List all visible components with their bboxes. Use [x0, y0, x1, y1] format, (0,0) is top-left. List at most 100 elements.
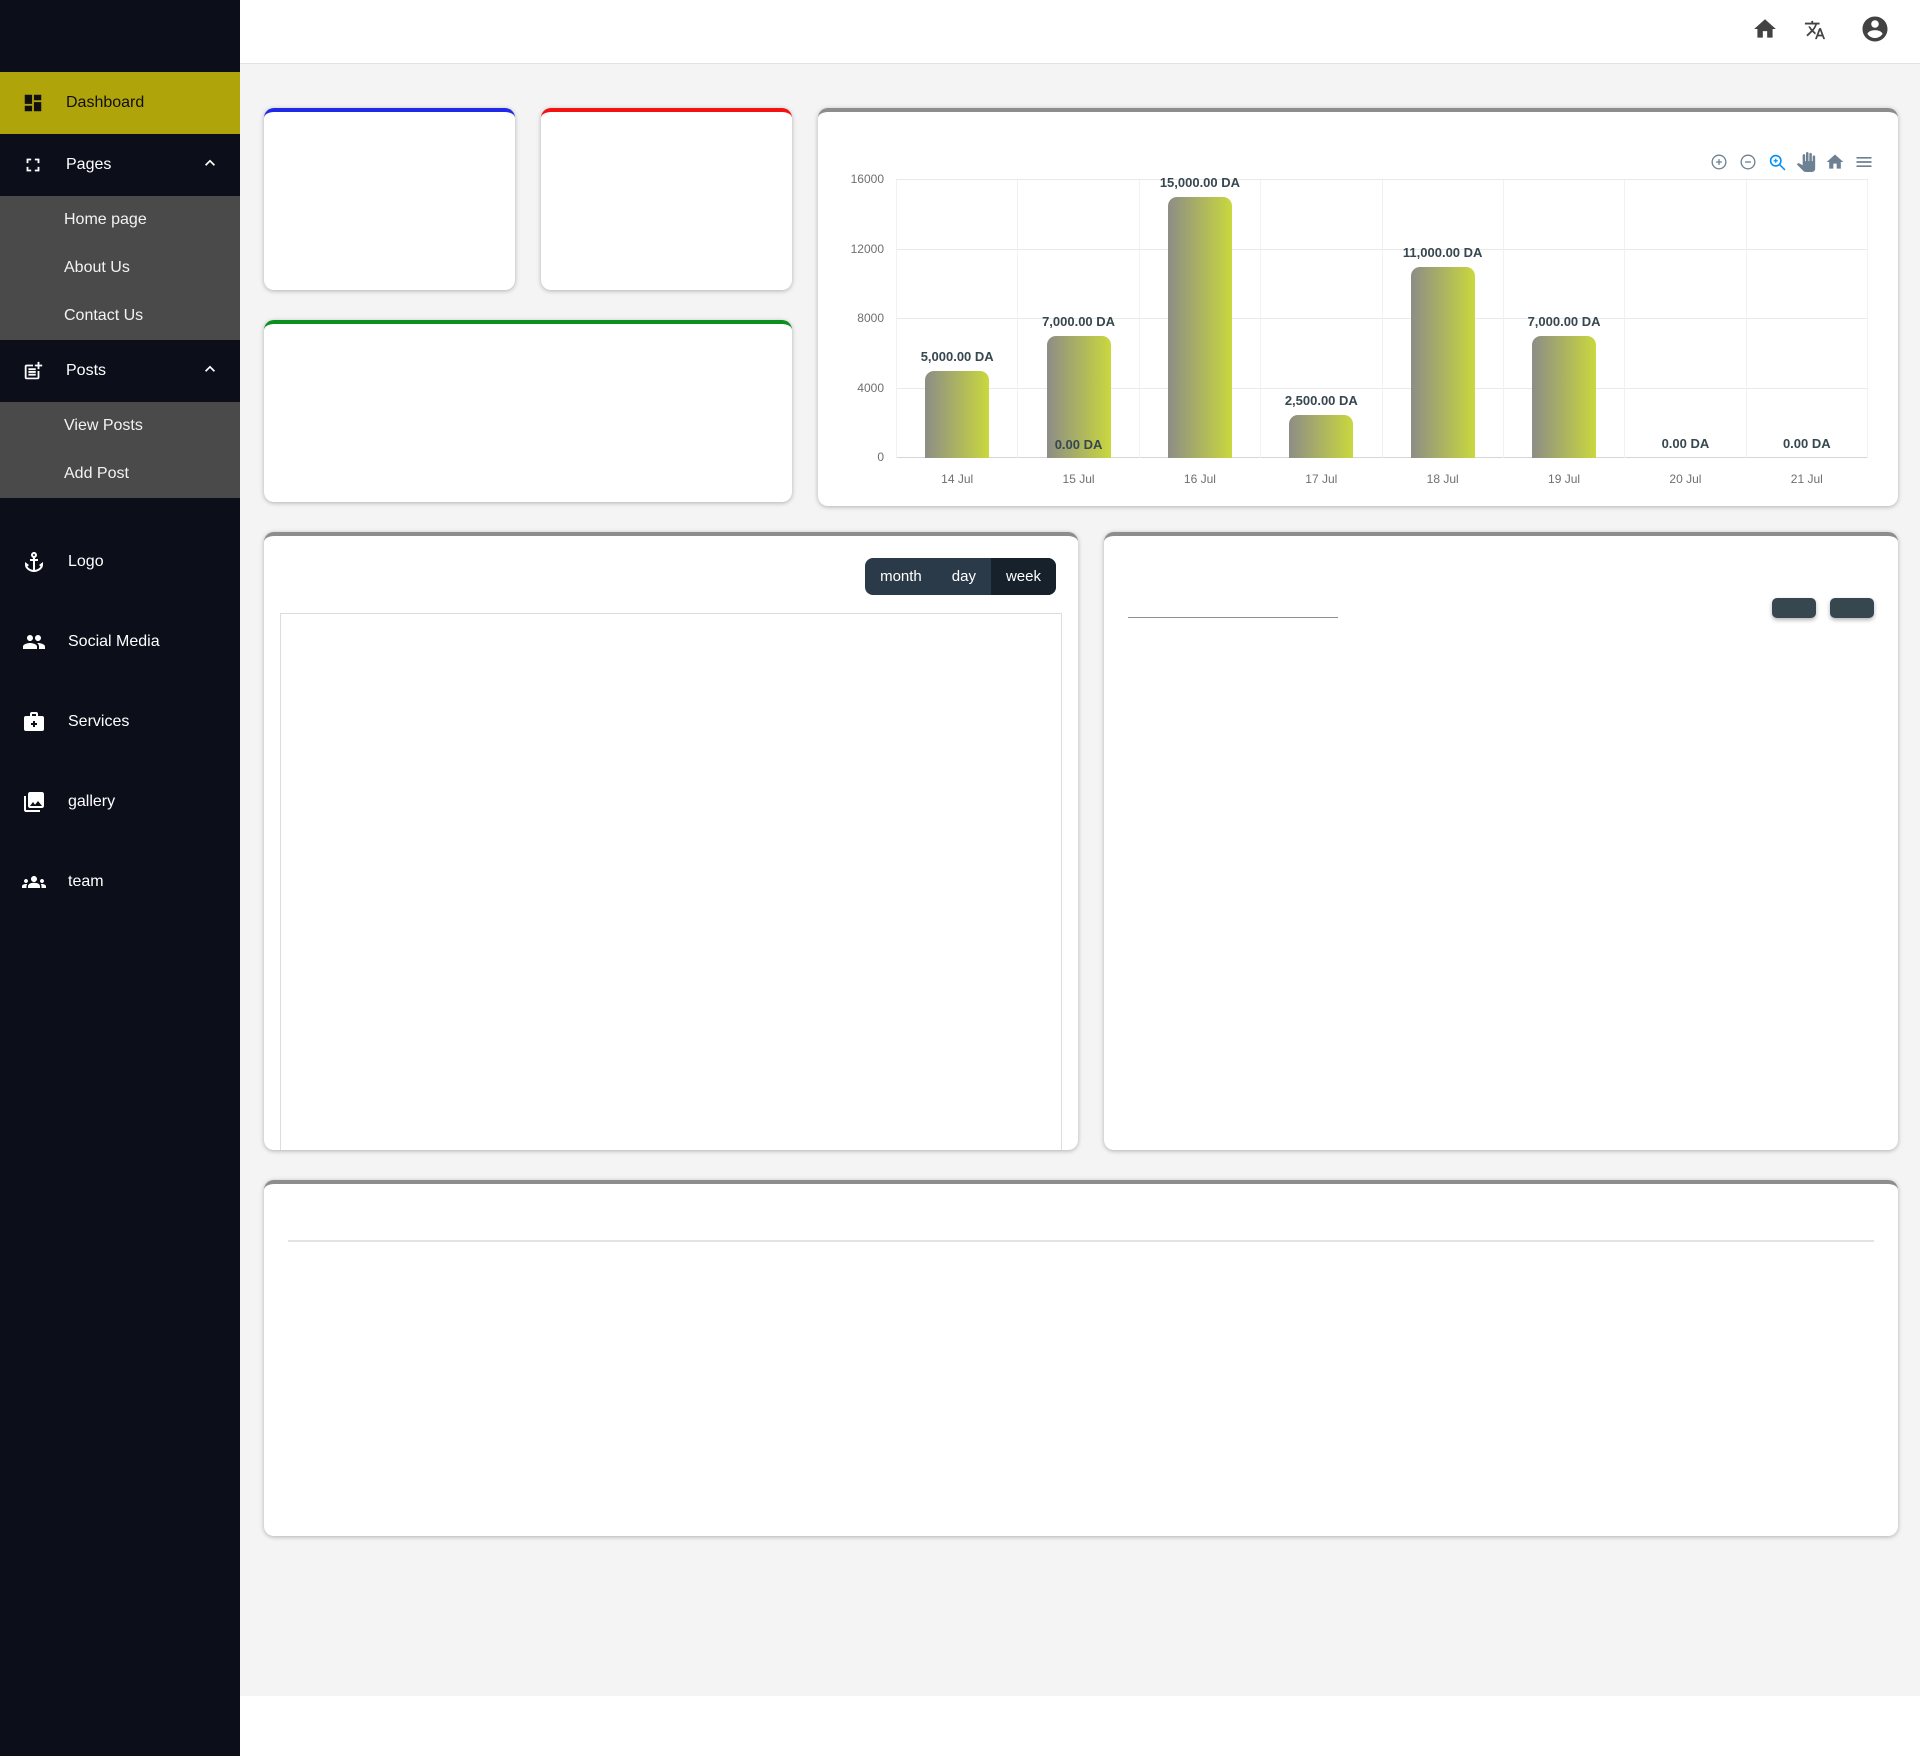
- home-icon[interactable]: [1825, 152, 1845, 172]
- calendar-view-day-button[interactable]: day: [937, 558, 991, 595]
- appointments-stat-card: [541, 108, 792, 290]
- chart-bar[interactable]: [1410, 266, 1475, 458]
- sidebar-item-dashboard[interactable]: Dashboard: [0, 72, 240, 134]
- x-axis-tick-label: 18 Jul: [1426, 472, 1459, 486]
- topbar: [240, 0, 1920, 64]
- selection-zoom-glyph: [1769, 154, 1786, 171]
- appointments-buttons: [1772, 598, 1874, 618]
- contacts-stat-card: [264, 108, 515, 290]
- calendar-view-month-button[interactable]: month: [865, 558, 937, 595]
- sidebar-item-posts[interactable]: Posts: [0, 340, 240, 402]
- home-icon-glyph: [1754, 19, 1776, 38]
- stat-cards: [264, 108, 792, 290]
- chart-bar[interactable]: [1046, 336, 1111, 458]
- calendar-view-week-button[interactable]: week: [990, 558, 1056, 595]
- daily-amount-card: [264, 320, 792, 502]
- team-icon: [22, 876, 46, 888]
- y-axis-tick-label: 8000: [857, 311, 884, 325]
- y-axis-tick-label: 0: [877, 450, 884, 464]
- account-icon[interactable]: [1860, 14, 1890, 49]
- x-axis-tick-label: 17 Jul: [1305, 472, 1338, 486]
- chevron-up-glyph: [205, 365, 215, 372]
- chevron-up-icon: [200, 359, 220, 384]
- sidebar-item-services[interactable]: Services: [0, 682, 240, 762]
- sidebar-submenu-pages: Home page About Us Contact Us: [0, 196, 240, 340]
- sidebar-item-pages[interactable]: Pages: [0, 134, 240, 196]
- home-icon[interactable]: [1752, 16, 1778, 47]
- chart-bar-value-label: 7,000.00 DA: [1527, 314, 1601, 330]
- zoom-out-icon[interactable]: [1738, 152, 1758, 172]
- sidebar-item-label: gallery: [68, 793, 116, 810]
- excel-button[interactable]: [1830, 598, 1874, 618]
- chart-bar-value-label: 15,000.00 DA: [1159, 175, 1241, 191]
- sidebar: Dashboard Pages Home page About Us Contact U…: [0, 0, 240, 1756]
- chart-toolbar: [1709, 152, 1874, 172]
- sidebar-item-label: Social Media: [68, 633, 160, 650]
- y-axis-tick-label: 4000: [857, 380, 884, 395]
- services-icon: [24, 712, 44, 731]
- x-axis-tick-label: 21 Jul: [1790, 472, 1823, 486]
- sidebar-subitem-contact-us[interactable]: Contact Us: [64, 307, 144, 324]
- sidebar-item-social-media[interactable]: Social Media: [0, 602, 240, 682]
- add-button[interactable]: [1772, 598, 1816, 618]
- y-axis-tick-label: 16000: [850, 172, 884, 186]
- social-media-icon: [23, 635, 45, 649]
- content: 0 4000 8000 12000 16000 5,000.00 DA 14 Jul 7,00…: [240, 64, 1920, 1696]
- menu-icon[interactable]: [1854, 152, 1874, 172]
- sidebar-subitem-add-post[interactable]: Add Post: [64, 465, 129, 482]
- zoom-in-icon[interactable]: [1709, 152, 1729, 172]
- sidebar-subitem-home-page[interactable]: Home page: [64, 211, 147, 228]
- chart-category-14-Jul: 5,000.00 DA 14 Jul: [896, 180, 1017, 486]
- chart-category-16-Jul: 15,000.00 DA 16 Jul: [1138, 175, 1260, 486]
- chart-bar[interactable]: [925, 371, 990, 458]
- chart-category-21-Jul: 0.00 DA 21 Jul: [1745, 180, 1868, 486]
- sidebar-item-label: Dashboard: [66, 94, 145, 111]
- chart-bar-value-label: 0.00 DA: [1661, 436, 1710, 451]
- x-axis-tick-label: 14 Jul: [941, 472, 974, 486]
- chart-category-17-Jul: 2,500.00 DA 17 Jul: [1260, 180, 1381, 486]
- appointments-card: [1104, 532, 1898, 1150]
- chevron-up-glyph: [205, 159, 215, 166]
- zoom-in-glyph: [1711, 154, 1727, 170]
- chart-category-19-Jul: 7,000.00 DA 19 Jul: [1502, 180, 1624, 486]
- chart-bar-value-label: 7,000.00 DA: [1042, 314, 1116, 330]
- sidebar-item-team[interactable]: team: [0, 842, 240, 922]
- sidebar-item-logo[interactable]: Logo: [0, 522, 240, 602]
- chart-bar-value-label: 11,000.00 DA: [1402, 244, 1483, 260]
- translate-icon: [1804, 19, 1826, 45]
- sidebar-item-label: Pages: [66, 156, 112, 173]
- sidebar-subitem-about-us[interactable]: About Us: [64, 259, 130, 276]
- contacts-card: [264, 1180, 1898, 1536]
- main-area: 0 4000 8000 12000 16000 5,000.00 DA 14 Jul 7,00…: [240, 0, 1920, 1756]
- middle-row: month day week: [264, 532, 1898, 1150]
- chart-category-20-Jul: 0.00 DA 20 Jul: [1624, 180, 1745, 486]
- pan-icon[interactable]: [1796, 152, 1816, 172]
- chart-columns: 5,000.00 DA 14 Jul 7,000.00 DA 0.00 DA 15 Ju…: [896, 175, 1868, 486]
- translate-icon-glyph: [1804, 20, 1826, 39]
- home-glyph: [1826, 154, 1844, 169]
- chart-bar-extra-label: 0.00 DA: [1054, 437, 1103, 452]
- chart-category-18-Jul: 11,000.00 DA 18 Jul: [1381, 180, 1503, 486]
- sidebar-item-label: Logo: [68, 553, 104, 570]
- account-icon-glyph: [1862, 16, 1888, 42]
- chart-bar[interactable]: [1289, 414, 1354, 458]
- sidebar-submenu-posts: View Posts Add Post: [0, 402, 240, 498]
- x-axis-tick-label: 15 Jul: [1062, 472, 1095, 486]
- gallery-icon: [24, 792, 44, 812]
- sidebar-subitem-view-posts[interactable]: View Posts: [64, 417, 143, 434]
- chart-bar[interactable]: [1532, 336, 1597, 458]
- chart-bar-value-label: 2,500.00 DA: [1284, 392, 1358, 408]
- language-selector[interactable]: [1804, 19, 1834, 45]
- stats-column: [264, 108, 792, 506]
- chart-bar[interactable]: [1167, 197, 1232, 458]
- calendar-view-toolbar: month day week: [865, 558, 1056, 595]
- appointments-pagination: [1128, 1106, 1874, 1128]
- sidebar-item-gallery[interactable]: gallery: [0, 762, 240, 842]
- chart-gridline: 16000: [851, 172, 1868, 186]
- contacts-table: [288, 1240, 1874, 1242]
- x-axis-tick-label: 19 Jul: [1548, 472, 1581, 486]
- selection-zoom-icon[interactable]: [1767, 152, 1787, 172]
- search-input[interactable]: [1128, 588, 1338, 618]
- sidebar-item-label: team: [68, 873, 104, 890]
